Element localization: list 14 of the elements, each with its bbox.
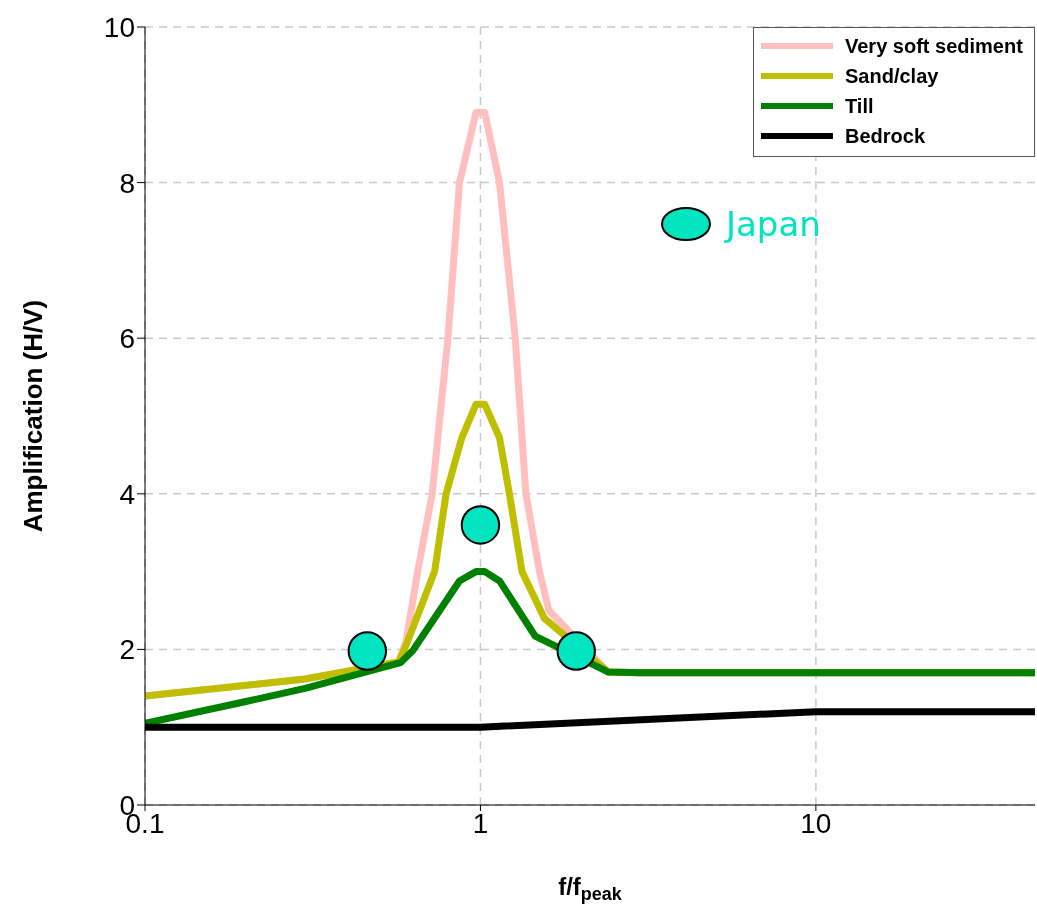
y-tick-label: 2 [119,634,135,666]
legend-label: Till [845,94,874,118]
y-tick-label: 10 [103,11,135,43]
legend-label: Bedrock [845,124,926,148]
y-axis-title: Amplification (H/V) [18,299,48,533]
legend-label: Very soft sediment [845,34,1023,58]
y-tick-label: 6 [119,323,135,355]
y-tick-label: 4 [119,478,135,510]
legend-label: Sand/clay [845,64,939,88]
x-axis-title: f/f$_{peak}$ [558,873,623,905]
x-tick-label: 1 [472,807,489,839]
legend-label: Japan [726,204,821,244]
x-tick-label: 10 [800,807,832,839]
y-tick-label: 8 [119,167,135,199]
